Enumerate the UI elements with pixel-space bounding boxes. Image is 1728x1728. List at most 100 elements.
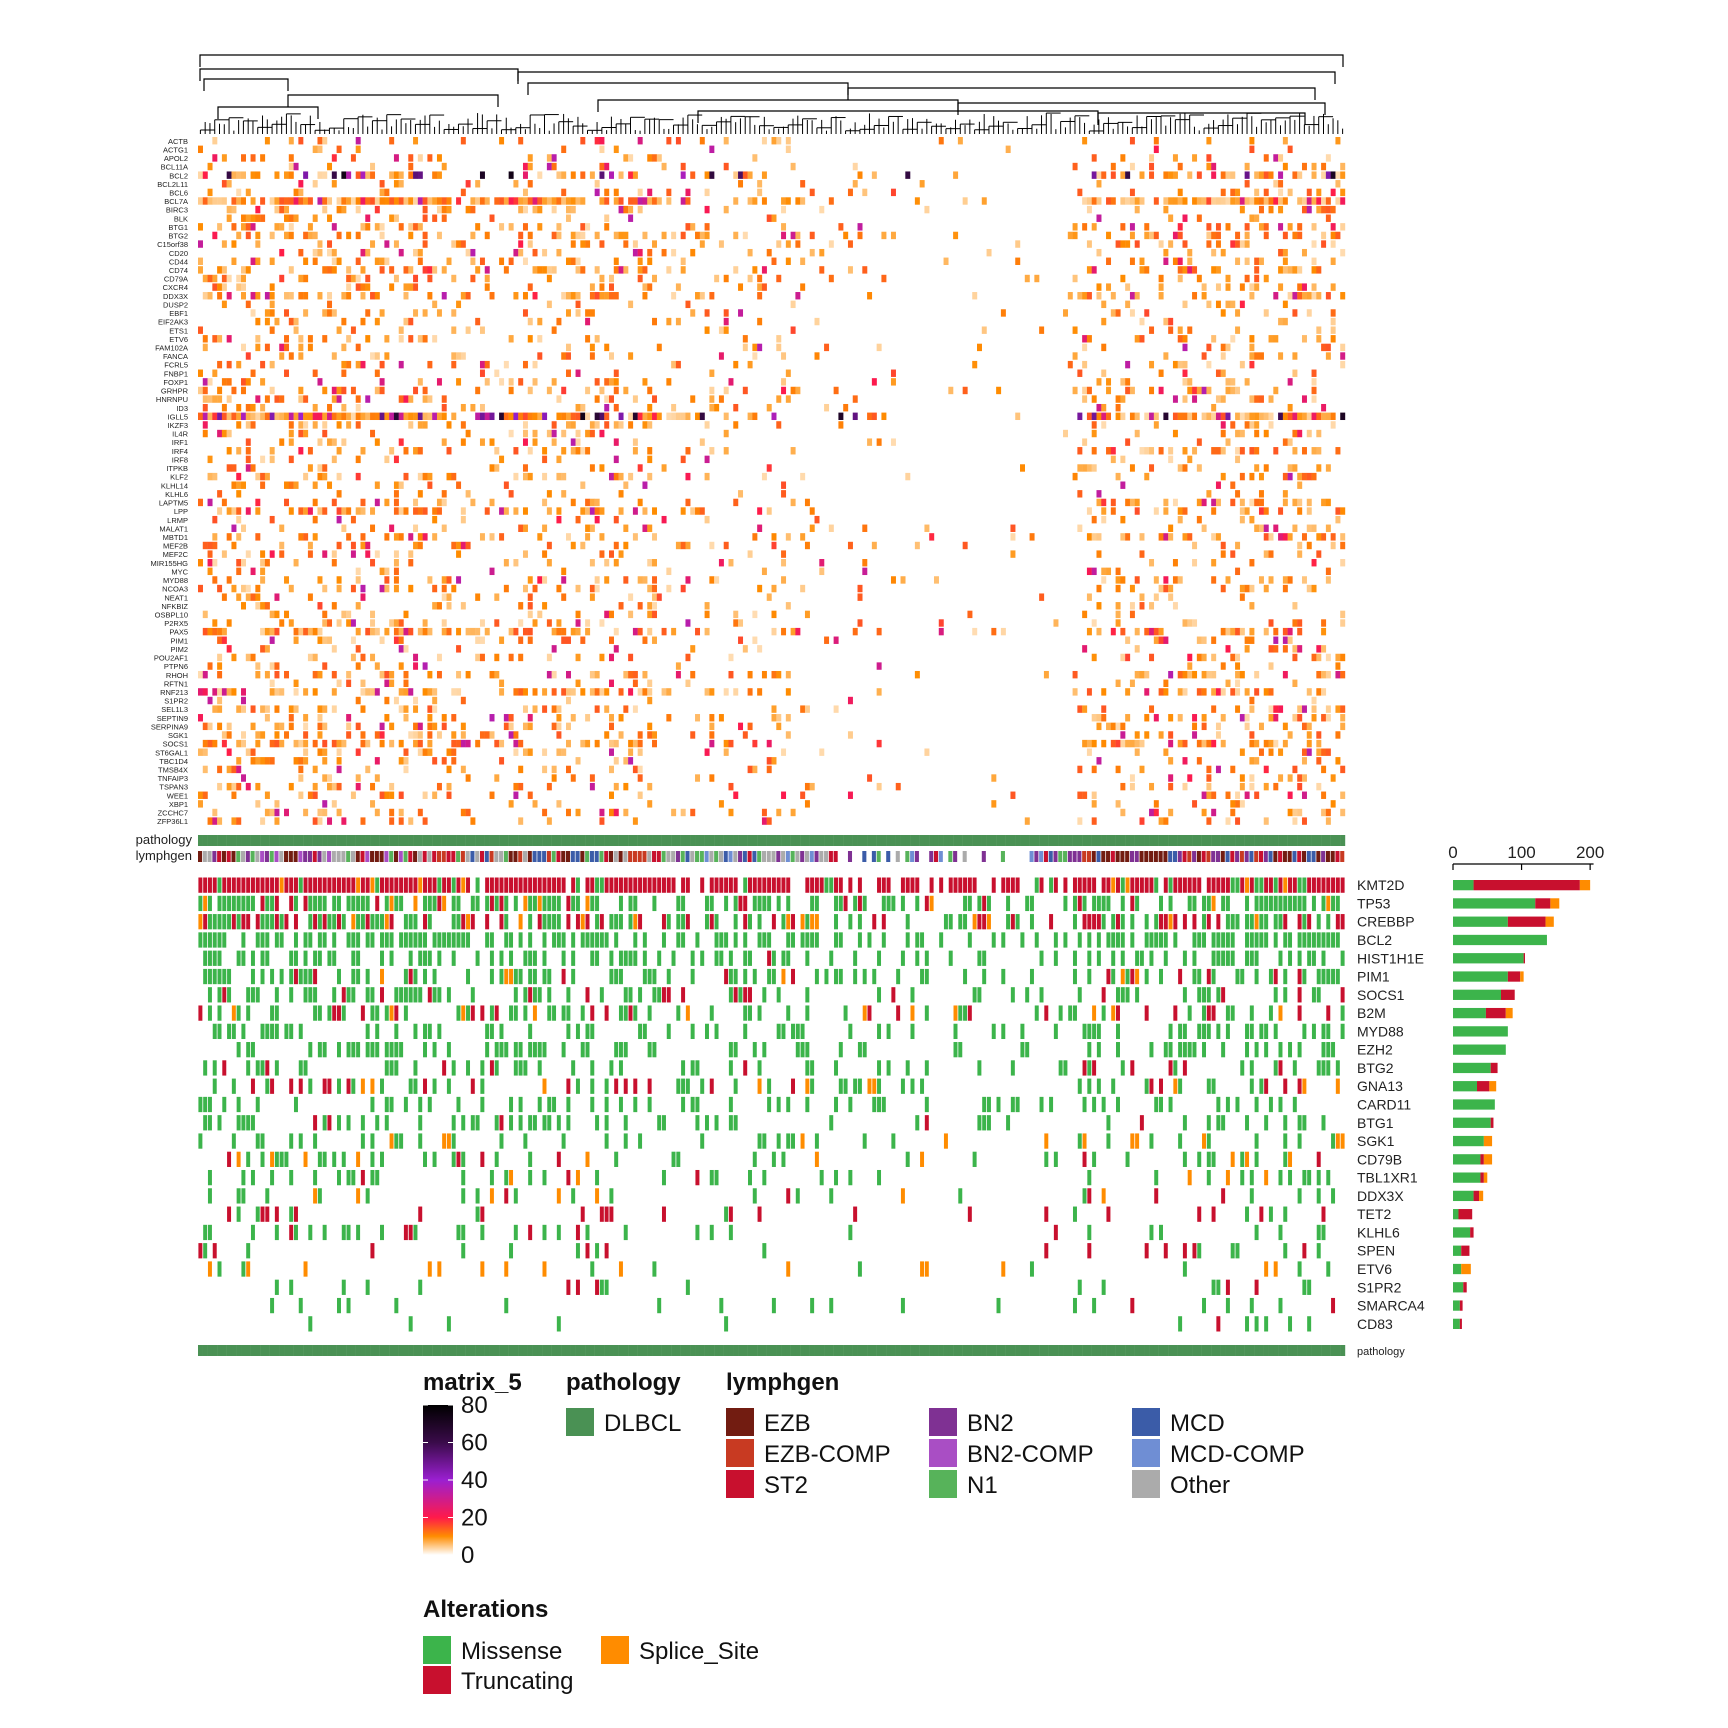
heatmap-cell xyxy=(1211,412,1217,421)
oncoprint-cell xyxy=(537,895,542,912)
heatmap-cell xyxy=(1278,533,1284,541)
heatmap-cell xyxy=(723,162,729,171)
heatmap-cell xyxy=(800,283,806,291)
oncoprint-cell xyxy=(542,968,547,985)
oncoprint-cell xyxy=(375,914,380,930)
heatmap-cell xyxy=(914,541,920,550)
heatmap-cell xyxy=(742,731,748,739)
heatmap-cell xyxy=(379,722,385,731)
oncoprint-cell xyxy=(963,914,968,930)
heatmap-cell xyxy=(914,197,920,205)
heatmap-cell xyxy=(757,274,763,283)
oncoprint-cell xyxy=(585,932,590,948)
heatmap-cell xyxy=(518,653,524,662)
heatmap-cell xyxy=(322,808,328,817)
oncoprint-cell xyxy=(967,932,972,948)
heatmap-cell xyxy=(1249,447,1255,455)
heatmap-cell xyxy=(1196,197,1202,205)
heatmap-cell xyxy=(1086,197,1092,205)
lymphgen-cell xyxy=(522,851,528,862)
heatmap-cell xyxy=(1340,670,1346,679)
heatmap-cell xyxy=(1086,335,1092,343)
heatmap-cell xyxy=(274,817,280,825)
heatmap-cell xyxy=(771,705,777,713)
pathology-cell xyxy=(905,835,911,846)
heatmap-cell xyxy=(527,636,533,644)
heatmap-cell xyxy=(565,421,571,429)
heatmap-cell xyxy=(1211,162,1217,171)
heatmap-cell xyxy=(202,386,208,395)
heatmap-cell xyxy=(284,369,290,377)
heatmap-cell xyxy=(331,498,337,507)
heatmap-cell xyxy=(236,533,242,541)
oncoprint-cell xyxy=(853,895,858,912)
oncoprint-cell xyxy=(485,877,490,893)
heatmap-cell xyxy=(245,223,251,231)
heatmap-cell xyxy=(274,731,280,739)
heatmap-cell xyxy=(1282,498,1288,507)
heatmap-cell xyxy=(212,808,218,817)
lymphgen-cell xyxy=(580,851,585,862)
oncoprint-cell xyxy=(590,950,595,966)
heatmap-cell xyxy=(981,197,987,205)
heatmap-cell xyxy=(231,412,237,421)
heatmap-cell xyxy=(212,137,218,145)
heatmap-cell xyxy=(427,688,433,696)
heatmap-cell xyxy=(1005,145,1011,154)
heatmap-cell xyxy=(580,447,586,455)
heatmap-cell xyxy=(695,774,701,782)
heatmap-cell xyxy=(1201,197,1207,205)
heatmap-cell xyxy=(1182,412,1188,421)
heatmap-cell xyxy=(1311,240,1317,248)
heatmap-cell xyxy=(298,188,304,197)
heatmap-cell xyxy=(1163,817,1169,825)
heatmap-cell xyxy=(441,266,447,274)
lymphgen-cell xyxy=(800,851,805,862)
heatmap-cell xyxy=(1230,386,1236,395)
oncoprint-cell xyxy=(432,968,437,985)
heatmap-cell xyxy=(1292,447,1298,455)
oncoprint-cell xyxy=(203,968,208,985)
heatmap-cell xyxy=(1340,533,1346,541)
heatmap-cell xyxy=(384,670,390,679)
heatmap-cell xyxy=(456,645,462,653)
heatmap-cell xyxy=(1268,205,1274,214)
heatmap-cell xyxy=(288,317,294,326)
heatmap-cell xyxy=(1115,739,1121,748)
oncoprint-cell xyxy=(1206,877,1211,893)
heatmap-cell xyxy=(585,714,591,722)
heatmap-cell xyxy=(1110,162,1116,171)
lymphgen-cell xyxy=(1000,851,1005,862)
oncoprint-cell xyxy=(303,950,308,966)
lymphgen-cell xyxy=(231,851,236,862)
heatmap-cell xyxy=(847,731,853,739)
oncoprint-cell xyxy=(1316,932,1321,948)
heatmap-cell xyxy=(1311,696,1317,705)
oncoprint-cell xyxy=(1221,932,1226,948)
heatmap-cell xyxy=(647,412,653,421)
pathology-cell xyxy=(561,835,567,846)
oncoprint-cell xyxy=(351,914,356,930)
heatmap-cell xyxy=(714,403,720,412)
heatmap-cell xyxy=(580,688,586,696)
heatmap-cell xyxy=(341,524,347,532)
heatmap-cell xyxy=(637,627,643,636)
oncoprint-cell xyxy=(915,895,920,912)
oncoprint-cell xyxy=(786,895,791,912)
oncoprint-cell xyxy=(834,895,839,912)
heatmap-cell xyxy=(890,231,896,240)
heatmap-cell xyxy=(513,782,519,791)
pathology-cell xyxy=(814,835,820,846)
heatmap-row-label: TSPAN3 xyxy=(159,783,188,792)
heatmap-cell xyxy=(226,722,232,731)
heatmap-cell xyxy=(790,386,796,395)
heatmap-row-label: RFTN1 xyxy=(164,679,188,688)
heatmap-cell xyxy=(470,197,476,205)
heatmap-cell xyxy=(1254,395,1260,403)
heatmap-cell xyxy=(279,722,285,731)
heatmap-cell xyxy=(1340,197,1346,205)
heatmap-cell xyxy=(766,765,772,774)
heatmap-cell xyxy=(1258,205,1264,214)
oncoprint-cell xyxy=(1135,877,1140,893)
heatmap-cell xyxy=(451,714,457,722)
